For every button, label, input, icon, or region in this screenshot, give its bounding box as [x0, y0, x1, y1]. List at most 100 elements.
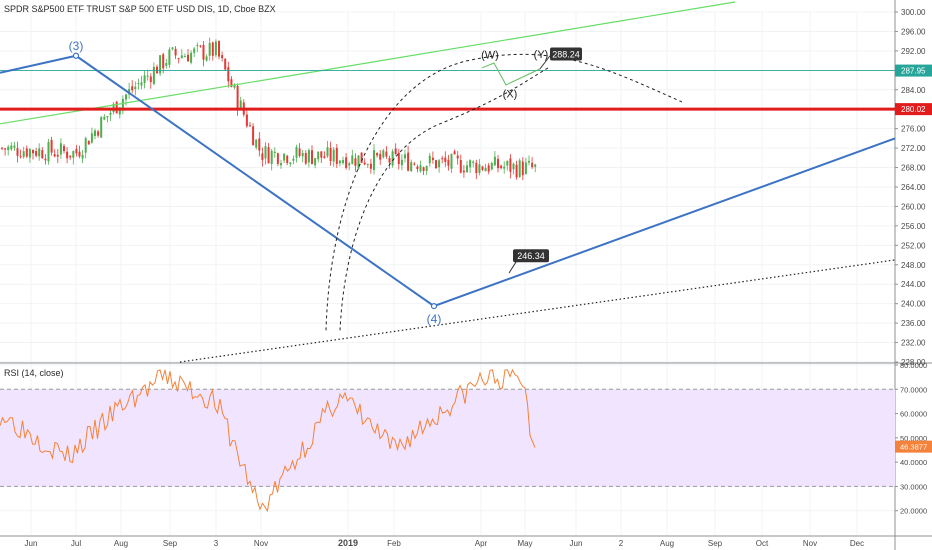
wave-4-point	[430, 302, 438, 310]
candle-down	[56, 154, 59, 157]
candle-down	[115, 101, 118, 114]
candle-up	[338, 160, 341, 164]
candle-down	[435, 160, 437, 169]
price-tick-label: 260.00	[901, 202, 926, 211]
candle-down	[224, 58, 227, 70]
candle-down	[515, 164, 518, 178]
time-tick-label: Sep	[163, 539, 178, 548]
candle-down	[345, 157, 348, 168]
candle-up	[137, 83, 140, 85]
callout-low-pointer	[508, 258, 519, 274]
price-tick-label: 296.00	[901, 27, 926, 36]
candle-up	[425, 165, 428, 171]
candle-up	[503, 166, 506, 169]
candle-down	[298, 148, 301, 156]
price-tick-label: 244.00	[901, 280, 926, 289]
candle-up	[196, 44, 199, 46]
wave-3-label: (3)	[69, 39, 84, 53]
candle-down	[521, 161, 524, 176]
candle-up	[28, 149, 31, 158]
candle-up	[478, 164, 481, 173]
candle-down	[500, 165, 503, 169]
wave-path-line	[0, 54, 896, 308]
candle-down	[267, 147, 270, 164]
candle-down	[187, 54, 189, 62]
candle-up	[100, 117, 103, 138]
candle-up	[168, 49, 171, 65]
price-tick-label: 256.00	[901, 222, 926, 231]
rsi-tick-label: 20.0000	[900, 507, 927, 516]
candle-down	[416, 166, 419, 170]
candle-down	[249, 125, 251, 127]
candle-up	[351, 155, 354, 164]
candle-down	[276, 153, 279, 164]
candle-down	[211, 42, 214, 56]
price-tick-label: 264.00	[901, 183, 926, 192]
rsi-series-line	[0, 368, 536, 513]
candle-down	[475, 162, 478, 174]
candle-down	[245, 114, 248, 127]
candle-down	[19, 156, 22, 158]
candle-down	[407, 152, 410, 171]
candle-down	[63, 146, 65, 152]
candle-down	[379, 153, 382, 160]
candle-up	[233, 84, 236, 88]
candle-up	[484, 167, 487, 172]
candle-down	[258, 138, 261, 151]
rsi-band-fill	[0, 389, 895, 487]
annotations: (3) (4) (W) (X) (Y) 288.24 246.34	[69, 39, 582, 326]
candle-up	[7, 146, 10, 151]
candle-up	[295, 147, 298, 158]
callout-high-label: 288.24	[552, 49, 580, 59]
candle-down	[1, 147, 3, 149]
candle-up	[10, 145, 13, 150]
candle-up	[72, 151, 75, 158]
price-tick-label: 228.00	[901, 358, 926, 367]
candle-down	[25, 148, 28, 157]
candle-up	[146, 75, 149, 77]
time-tick-label: Feb	[387, 539, 401, 548]
rsi-tick-label: 80.0000	[900, 361, 927, 370]
callout-high-pointer	[539, 55, 551, 70]
price-tick-label: 292.00	[901, 47, 926, 56]
candle-down	[199, 45, 202, 47]
candle-up	[524, 162, 527, 174]
candle-down	[444, 157, 447, 162]
candle-up	[255, 139, 258, 148]
candle-up	[317, 151, 320, 160]
candle-up	[326, 147, 329, 157]
dotted-support-segment	[179, 259, 896, 363]
candle-up	[103, 116, 106, 120]
candle-down	[131, 86, 134, 91]
candle-up	[348, 163, 351, 166]
candle-up	[342, 160, 344, 164]
price-tick-label: 284.00	[901, 86, 926, 95]
rsi-value-badge	[895, 440, 932, 453]
candle-up	[109, 112, 112, 115]
rsi-band	[0, 388, 895, 487]
rsi-axis: 80.0000 70.0000 60.0000 50.0000 40.0000 30.00…	[895, 361, 932, 516]
candle-down	[459, 160, 462, 173]
price-tick-label: 236.00	[901, 319, 926, 328]
price-axis: 300.00296.00292.00288.00284.00280.00276.…	[895, 8, 932, 367]
current-price-label: 287.95	[901, 67, 926, 76]
candle-down	[335, 147, 338, 165]
rsi-tick-label: 50.0000	[900, 434, 927, 443]
candle-up	[171, 47, 174, 50]
candle-up	[419, 165, 422, 172]
red-level-badge	[895, 103, 932, 116]
time-tick-label: May	[517, 539, 532, 548]
candle-up	[466, 165, 468, 173]
candle-up	[382, 150, 385, 158]
candle-up	[301, 153, 304, 157]
candle-up	[264, 146, 267, 159]
time-tick-label: 3	[214, 539, 219, 548]
candle-down	[230, 79, 233, 87]
rsi-line	[0, 368, 536, 513]
rsi-tick-label: 30.0000	[900, 482, 927, 491]
time-tick-label: Dec	[850, 539, 864, 548]
time-tick-label: Apr	[475, 539, 488, 548]
candle-up	[289, 162, 292, 165]
candle-down	[354, 158, 357, 166]
candle-down	[456, 155, 459, 159]
